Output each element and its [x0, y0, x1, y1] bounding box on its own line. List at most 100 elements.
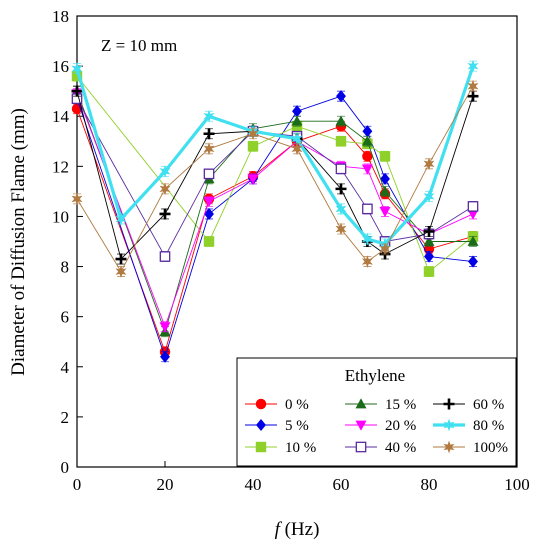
marker-star — [247, 127, 259, 141]
marker-square — [379, 151, 391, 162]
y-tick-label: 6 — [61, 308, 70, 327]
marker-plus — [423, 225, 435, 237]
marker-star — [467, 79, 479, 93]
legend-title: Ethylene — [345, 366, 405, 385]
series-line — [76, 93, 474, 329]
marker-diamond — [424, 250, 434, 263]
series-1 — [72, 90, 478, 363]
marker-circle — [255, 398, 267, 410]
y-tick-label: 10 — [52, 207, 69, 226]
marker-star — [443, 440, 455, 454]
series-6 — [71, 85, 479, 265]
marker-triangle-up — [355, 398, 367, 409]
x-tick-label: 0 — [73, 475, 82, 494]
y-tick-label: 12 — [52, 157, 69, 176]
series-line — [76, 91, 474, 260]
marker-diamond — [292, 105, 302, 118]
legend-label: 20 % — [385, 418, 416, 434]
marker-diamond — [468, 255, 478, 268]
marker-triangle-down — [379, 207, 391, 218]
marker-diamond — [380, 172, 390, 185]
marker-star-cyan — [291, 132, 303, 146]
legend-label: 60 % — [473, 397, 504, 413]
marker-square — [255, 441, 267, 453]
legend-label: 0 % — [285, 397, 309, 413]
marker-star-cyan — [159, 165, 171, 178]
x-tick-label: 100 — [504, 475, 530, 494]
series-8 — [71, 79, 479, 278]
marker-square-open — [355, 441, 367, 453]
marker-plus — [71, 85, 83, 97]
marker-star — [71, 192, 83, 206]
legend: Ethylene 0 % 5 % 10 % 15 % 20 % 40 % 60 % 80 % 1… — [236, 357, 517, 467]
marker-star-cyan — [443, 418, 455, 432]
y-tick-label: 4 — [61, 358, 70, 377]
series-line — [75, 65, 475, 246]
axis-ticks: 0 20 40 60 80 100 0 2 4 6 8 10 12 14 16 18 — [52, 7, 530, 494]
legend-label: 15 % — [385, 397, 416, 413]
x-axis-label-var: f — [275, 519, 283, 540]
marker-star — [423, 157, 435, 171]
series-5 — [71, 93, 479, 262]
marker-plus — [115, 253, 127, 265]
marker-diamond — [336, 90, 346, 103]
marker-star — [379, 242, 391, 256]
legend-item-0: 0 % — [245, 397, 309, 413]
marker-circle — [362, 151, 373, 162]
legend-label: 10 % — [285, 440, 316, 456]
legend-item-8: 100% — [433, 440, 508, 456]
marker-square — [423, 266, 435, 277]
marker-star-cyan — [115, 212, 127, 226]
marker-star-cyan — [467, 59, 479, 73]
marker-triangle-down — [203, 197, 215, 208]
y-tick-label: 16 — [52, 57, 69, 76]
marker-triangle-down — [159, 322, 171, 333]
marker-plus — [203, 128, 215, 140]
marker-triangle-down — [247, 174, 259, 185]
legend-label: 5 % — [285, 418, 309, 434]
plot-frame — [76, 15, 518, 468]
marker-diamond — [362, 125, 373, 138]
legend-label: 80 % — [473, 418, 504, 434]
series-line — [76, 95, 474, 359]
x-tick-label: 80 — [421, 475, 438, 494]
legend-item-5: 40 % — [345, 440, 416, 456]
marker-diamond — [204, 207, 214, 220]
x-tick-label: 40 — [245, 475, 262, 494]
series-2 — [71, 70, 479, 277]
marker-square-open — [335, 163, 347, 175]
data-series — [71, 59, 479, 363]
marker-star-cyan — [335, 202, 347, 216]
y-tick-label: 14 — [52, 107, 70, 126]
marker-triangle-down — [467, 209, 479, 220]
marker-triangle-up — [423, 235, 435, 246]
series-line — [76, 98, 474, 258]
x-tick-label: 20 — [157, 475, 174, 494]
y-tick-label: 18 — [52, 7, 69, 26]
marker-square — [71, 70, 83, 82]
y-tick-label: 8 — [61, 258, 70, 277]
marker-star — [159, 182, 171, 196]
y-tick-label: 0 — [61, 458, 70, 477]
legend-item-4: 20 % — [345, 418, 416, 434]
marker-plus — [335, 183, 347, 195]
marker-diamond — [160, 350, 170, 363]
series-line — [76, 91, 473, 334]
y-axis-label: Diameter of Diffusion Flame (mm) — [8, 108, 29, 376]
x-tick-label: 60 — [333, 475, 350, 494]
legend-item-1: 5 % — [245, 418, 309, 434]
marker-star-cyan — [203, 109, 215, 123]
marker-triangle-up — [361, 135, 373, 146]
legend-item-2: 10 % — [245, 440, 316, 456]
marker-square-open — [203, 168, 215, 180]
marker-square — [335, 136, 347, 147]
marker-triangle-up — [335, 115, 347, 126]
x-axis-label-unit: (Hz) — [280, 519, 320, 540]
legend-label: 100% — [473, 440, 508, 456]
marker-star — [291, 142, 303, 156]
annotation-z: Z = 10 mm — [101, 36, 177, 55]
legend-item-6: 60 % — [433, 397, 504, 413]
marker-star-cyan — [361, 232, 373, 246]
marker-plus — [159, 208, 171, 220]
marker-square-open — [159, 251, 171, 262]
